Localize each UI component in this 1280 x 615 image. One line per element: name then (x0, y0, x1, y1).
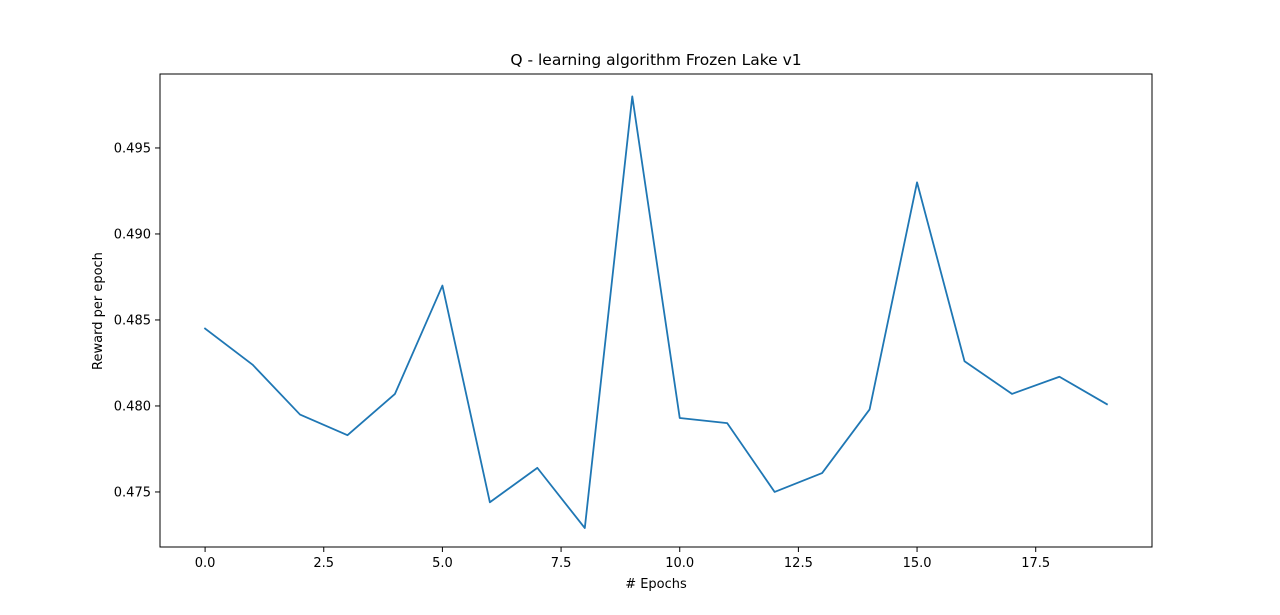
data-point (774, 491, 776, 493)
y-axis-label: Reward per epoch (91, 252, 106, 370)
y-tick-label: 0.475 (114, 485, 151, 500)
data-point (1106, 403, 1108, 405)
data-point (347, 434, 349, 436)
data-point (252, 364, 254, 366)
data-point (1011, 393, 1013, 395)
plot-area (160, 74, 1152, 547)
data-point (204, 328, 206, 330)
x-tick-label: 2.5 (313, 556, 334, 571)
data-point (299, 414, 301, 416)
data-point (1059, 376, 1061, 378)
x-tick-label: 12.5 (784, 556, 813, 571)
series-layer (203, 95, 1109, 529)
x-tick-label: 17.5 (1021, 556, 1050, 571)
series-line (203, 95, 1109, 529)
x-tick-label: 15.0 (903, 556, 932, 571)
y-tick-label: 0.485 (114, 313, 151, 328)
x-tick-label: 5.0 (432, 556, 453, 571)
y-axis: 0.475 0.480 0.485 0.490 0.495 (114, 141, 160, 500)
plot-background (160, 74, 1152, 547)
x-axis: 0.0 2.5 5.0 7.5 10.0 12.5 15.0 17.5 (195, 547, 1050, 571)
data-point (489, 501, 491, 503)
y-tick-label: 0.480 (114, 399, 151, 414)
data-point (821, 472, 823, 474)
data-point (536, 467, 538, 469)
data-point (584, 527, 586, 529)
x-tick-label: 7.5 (551, 556, 572, 571)
data-point (631, 95, 633, 97)
x-axis-label: # Epochs (625, 577, 687, 592)
y-tick-label: 0.495 (114, 141, 151, 156)
axes-frame (159, 73, 1153, 548)
x-tick-label: 10.0 (665, 556, 694, 571)
data-point (394, 393, 396, 395)
data-point (442, 285, 444, 287)
data-point (964, 360, 966, 362)
y-tick-label: 0.490 (114, 227, 151, 242)
data-point (869, 409, 871, 411)
chart-title: Q - learning algorithm Frozen Lake v1 (510, 51, 801, 69)
data-point (916, 181, 918, 183)
x-tick-label: 0.0 (195, 556, 216, 571)
data-point (726, 422, 728, 424)
data-point (679, 417, 681, 419)
